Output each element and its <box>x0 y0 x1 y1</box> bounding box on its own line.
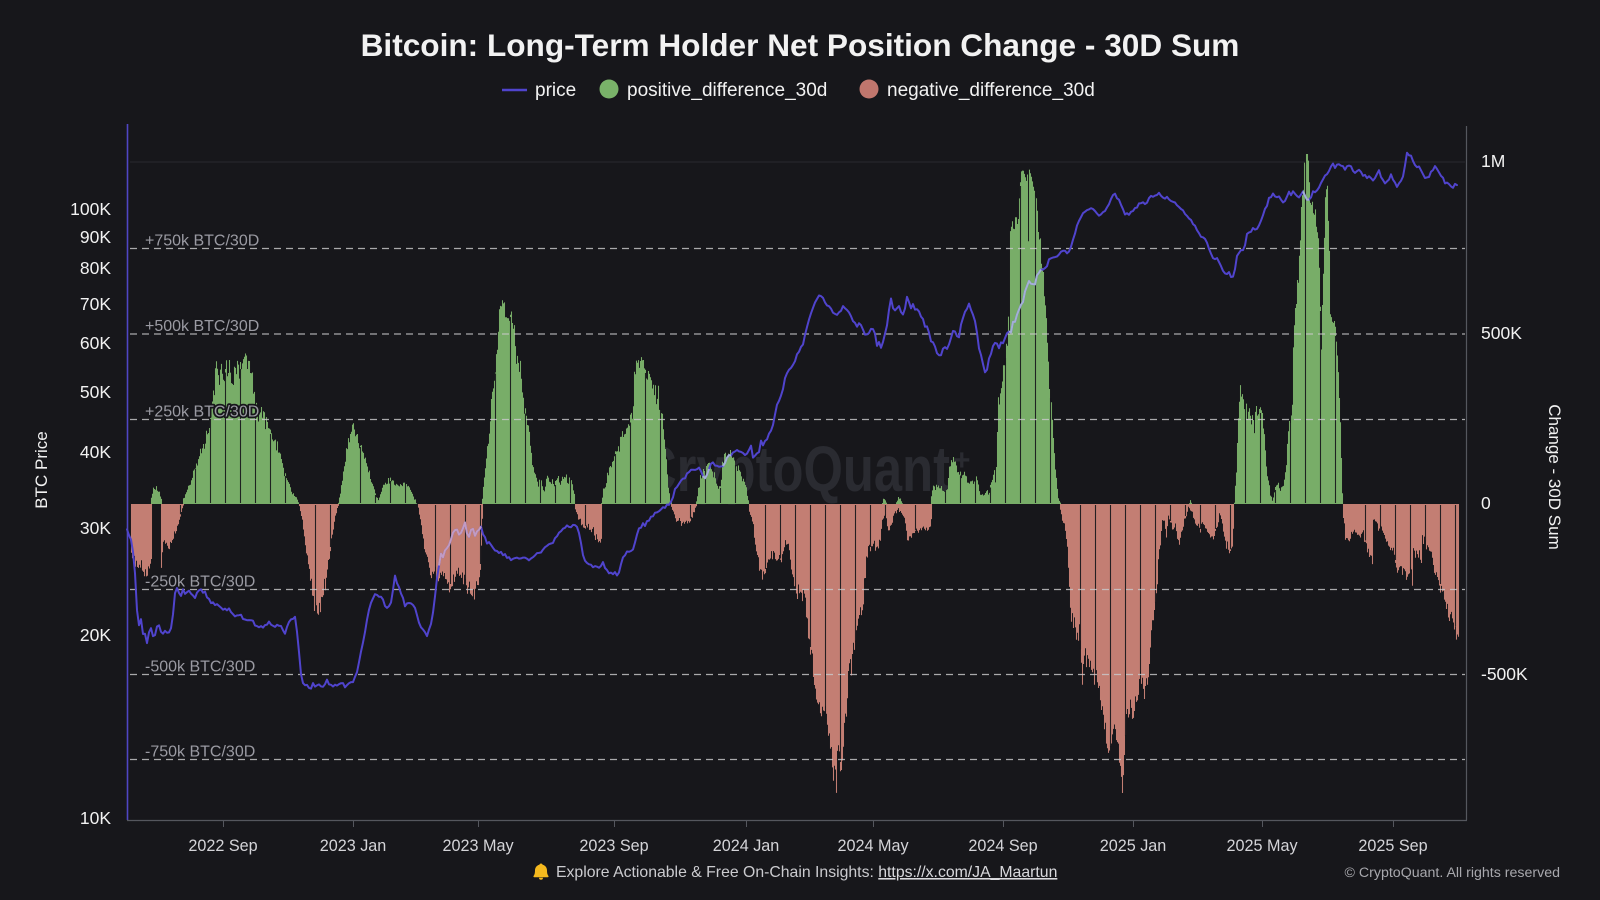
svg-text:2023 Sep: 2023 Sep <box>579 837 648 855</box>
svg-text:80K: 80K <box>80 258 111 278</box>
svg-text:90K: 90K <box>80 227 111 247</box>
svg-text:100K: 100K <box>70 199 111 219</box>
svg-text:2024 Sep: 2024 Sep <box>968 837 1037 855</box>
svg-text:2022 Sep: 2022 Sep <box>188 837 257 855</box>
svg-text:30K: 30K <box>80 518 111 538</box>
svg-text:50K: 50K <box>80 382 111 402</box>
svg-text:2023 Jan: 2023 Jan <box>320 837 387 855</box>
svg-text:Explore Actionable & Free On-C: Explore Actionable & Free On-Chain Insig… <box>556 864 1057 881</box>
svg-text:+250k BTC/30D: +250k BTC/30D <box>145 404 259 421</box>
svg-text:negative_difference_30d: negative_difference_30d <box>887 80 1095 101</box>
svg-text:70K: 70K <box>80 294 111 314</box>
svg-text:-500K: -500K <box>1481 664 1528 684</box>
svg-text:-500k BTC/30D: -500k BTC/30D <box>145 659 255 676</box>
svg-text:© CryptoQuant. All rights rese: © CryptoQuant. All rights reserved <box>1345 865 1560 881</box>
svg-text:2025 Jan: 2025 Jan <box>1100 837 1167 855</box>
svg-text:2025 May: 2025 May <box>1226 837 1298 855</box>
svg-text:0: 0 <box>1481 493 1491 513</box>
svg-text:60K: 60K <box>80 333 111 353</box>
svg-text:40K: 40K <box>80 442 111 462</box>
svg-text:500K: 500K <box>1481 323 1522 343</box>
svg-text:10K: 10K <box>80 808 111 828</box>
svg-text:+500k BTC/30D: +500k BTC/30D <box>145 318 259 335</box>
svg-text:Change - 30D Sum: Change - 30D Sum <box>1545 404 1564 550</box>
svg-text:-750k BTC/30D: -750k BTC/30D <box>145 744 255 761</box>
svg-text:+: + <box>953 444 971 477</box>
svg-text:2023 May: 2023 May <box>442 837 514 855</box>
svg-text:2025 Sep: 2025 Sep <box>1358 837 1427 855</box>
svg-text:price: price <box>535 80 576 101</box>
svg-text:+750k BTC/30D: +750k BTC/30D <box>145 233 259 250</box>
svg-text:20K: 20K <box>80 625 111 645</box>
svg-text:-250k BTC/30D: -250k BTC/30D <box>145 574 255 591</box>
svg-text:BTC Price: BTC Price <box>32 431 51 508</box>
svg-text:1M: 1M <box>1481 151 1505 171</box>
svg-text:2024 May: 2024 May <box>837 837 909 855</box>
svg-text:2024 Jan: 2024 Jan <box>713 837 780 855</box>
svg-text:CryptoQuant: CryptoQuant <box>640 433 950 505</box>
svg-text:Bitcoin: Long-Term Holder Net: Bitcoin: Long-Term Holder Net Position C… <box>361 27 1240 63</box>
svg-text:positive_difference_30d: positive_difference_30d <box>627 80 827 101</box>
